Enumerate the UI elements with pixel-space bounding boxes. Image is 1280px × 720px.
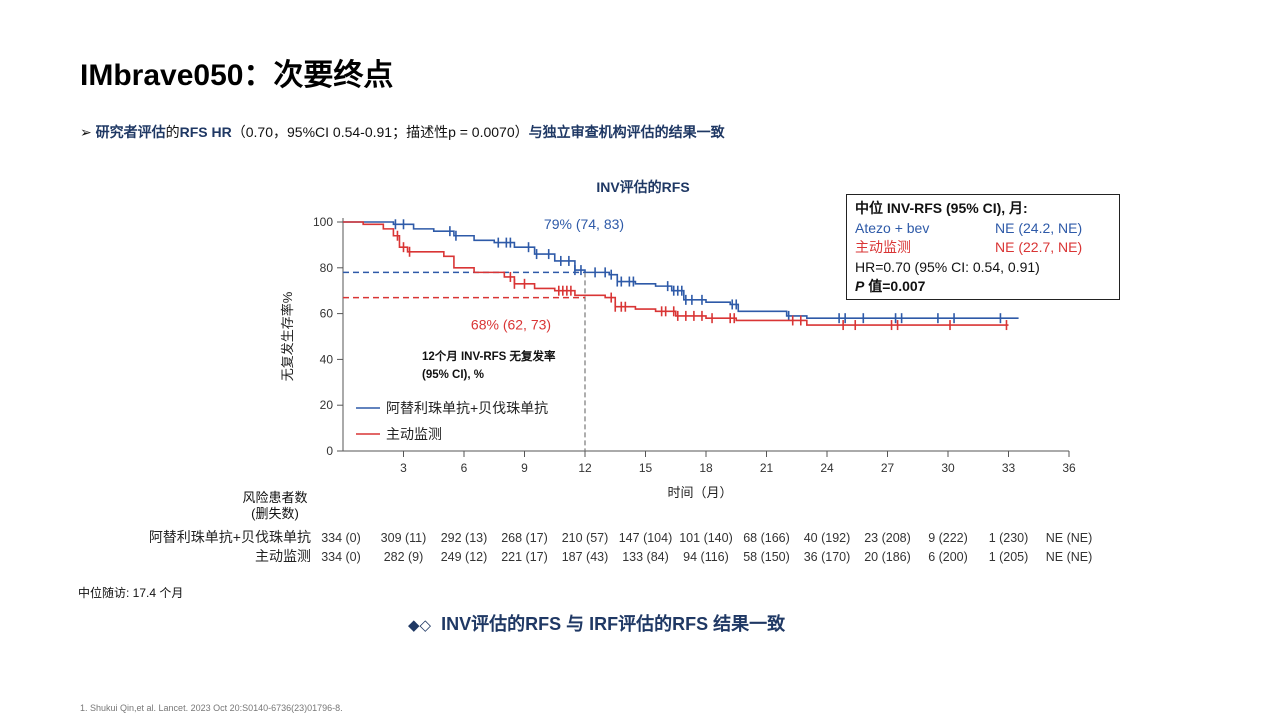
x-tick-label: 24 <box>820 461 834 475</box>
at-risk-cell: 187 (43) <box>562 550 609 564</box>
at-risk-cell: 309 (11) <box>381 531 427 545</box>
landmark-estimate-label: 68% (62, 73) <box>471 317 551 333</box>
median-rfs-box: 中位 INV-RFS (95% CI), 月: Atezo + bev NE (… <box>846 194 1120 300</box>
at-risk-cell: 36 (170) <box>804 550 851 564</box>
at-risk-cell: 334 (0) <box>321 550 361 564</box>
at-risk-cell: 268 (17) <box>501 531 548 545</box>
median-row-value: NE (22.7, NE) <box>995 239 1083 255</box>
x-tick-label: 33 <box>1002 461 1016 475</box>
median-row-surveillance: 主动监测 NE (22.7, NE) <box>855 238 1119 258</box>
reference-footnote: 1. Shukui Qin,et al. Lancet. 2023 Oct 20… <box>80 703 343 713</box>
y-tick-label: 20 <box>320 398 334 412</box>
legend-label: 阿替利珠单抗+贝伐珠单抗 <box>386 400 548 416</box>
at-risk-title-line: 风险患者数 <box>242 490 308 505</box>
at-risk-cell: 68 (166) <box>743 531 790 545</box>
at-risk-cell: 6 (200) <box>928 550 968 564</box>
bullet-text-emphasis: 与独立审查机构评估的结果一致 <box>528 124 725 140</box>
bullet-text-emphasis: 研究者评估 <box>95 124 166 140</box>
at-risk-cell: 9 (222) <box>928 531 968 545</box>
chart-title: INV评估的RFS <box>596 179 689 195</box>
x-tick-label: 21 <box>760 461 774 475</box>
at-risk-cell: NE (NE) <box>1046 531 1093 545</box>
bullet-marker-icon: ➢ <box>80 124 92 140</box>
at-risk-cell: 1 (230) <box>989 531 1029 545</box>
x-tick-label: 12 <box>578 461 592 475</box>
page-title: IMbrave050：次要终点 <box>80 59 394 92</box>
y-tick-label: 0 <box>326 444 333 458</box>
at-risk-cell: 101 (140) <box>679 531 733 545</box>
legend-label: 主动监测 <box>386 426 442 442</box>
at-risk-cell: 133 (84) <box>622 550 669 564</box>
x-tick-label: 36 <box>1062 461 1076 475</box>
p-value-line: P 值=0.007 <box>855 277 1119 297</box>
key-finding-bullet: ➢ 研究者评估的RFS HR（0.70，95%CI 0.54-0.91；描述性p… <box>80 122 725 142</box>
at-risk-title-line: (删失数) <box>251 506 299 521</box>
median-row-name: Atezo + bev <box>855 219 930 236</box>
at-risk-cell: 58 (150) <box>743 550 790 564</box>
x-axis-label: 时间（月） <box>667 485 732 500</box>
y-tick-label: 40 <box>320 352 334 366</box>
x-tick-label: 3 <box>400 461 407 475</box>
y-tick-label: 60 <box>320 307 334 321</box>
x-tick-label: 6 <box>461 461 468 475</box>
y-tick-label: 80 <box>320 261 334 275</box>
at-risk-cell: 40 (192) <box>804 531 851 545</box>
at-risk-cell: 20 (186) <box>864 550 911 564</box>
at-risk-row-label: 主动监测 <box>255 548 311 564</box>
at-risk-cell: 334 (0) <box>321 531 361 545</box>
at-risk-cell: 23 (208) <box>864 531 911 545</box>
p-value-text: 值=0.007 <box>864 278 926 294</box>
hazard-ratio-line: HR=0.70 (95% CI: 0.54, 0.91) <box>855 258 1040 275</box>
median-box-heading: 中位 INV-RFS (95% CI), 月: <box>855 200 1028 216</box>
landmark-estimate-label: 79% (74, 83) <box>544 216 624 232</box>
y-axis-label: 无复发生存率% <box>280 291 295 381</box>
y-tick-label: 100 <box>313 215 333 229</box>
at-risk-cell: 292 (13) <box>441 531 488 545</box>
bullet-text: 的 <box>165 124 180 140</box>
at-risk-cell: 210 (57) <box>562 531 609 545</box>
at-risk-cell: 221 (17) <box>501 550 548 564</box>
at-risk-cell: 147 (104) <box>619 531 673 545</box>
x-tick-label: 27 <box>881 461 895 475</box>
p-value-symbol: P <box>855 278 865 294</box>
landmark-caption: 12个月 INV-RFS 无复发率 <box>422 349 556 363</box>
median-followup-note: 中位随访: 17.4 个月 <box>78 586 184 600</box>
at-risk-cell: 1 (205) <box>989 550 1029 564</box>
at-risk-table-title: 风险患者数 (删失数) <box>210 490 340 522</box>
at-risk-row-label: 阿替利珠单抗+贝伐珠单抗 <box>149 529 311 545</box>
x-tick-label: 9 <box>521 461 528 475</box>
conclusion-banner: ◆◇ INV评估的RFS 与 IRF评估的RFS 结果一致 <box>408 610 785 636</box>
median-row-value: NE (24.2, NE) <box>995 219 1083 236</box>
at-risk-cell: 282 (9) <box>384 550 424 564</box>
x-tick-label: 18 <box>699 461 713 475</box>
at-risk-cell: 94 (116) <box>683 550 729 564</box>
median-row-name: 主动监测 <box>855 239 911 255</box>
at-risk-cell: 249 (12) <box>441 550 488 564</box>
median-row-atezo: Atezo + bev NE (24.2, NE) <box>855 219 1119 239</box>
bullet-text-emphasis: RFS HR <box>179 124 232 140</box>
x-tick-label: 15 <box>639 461 653 475</box>
landmark-caption: (95% CI), % <box>422 369 484 381</box>
bullet-text: （0.70，95%CI 0.54-0.91；描述性p = 0.0070） <box>231 124 529 140</box>
km-curve-atezo-bev <box>343 221 1019 319</box>
at-risk-cell: NE (NE) <box>1046 550 1093 564</box>
conclusion-text: INV评估的RFS 与 IRF评估的RFS 结果一致 <box>441 614 786 634</box>
km-curve-surveillance <box>343 221 1009 326</box>
x-tick-label: 30 <box>941 461 955 475</box>
diamond-bullet-icon: ◆◇ <box>408 617 432 634</box>
